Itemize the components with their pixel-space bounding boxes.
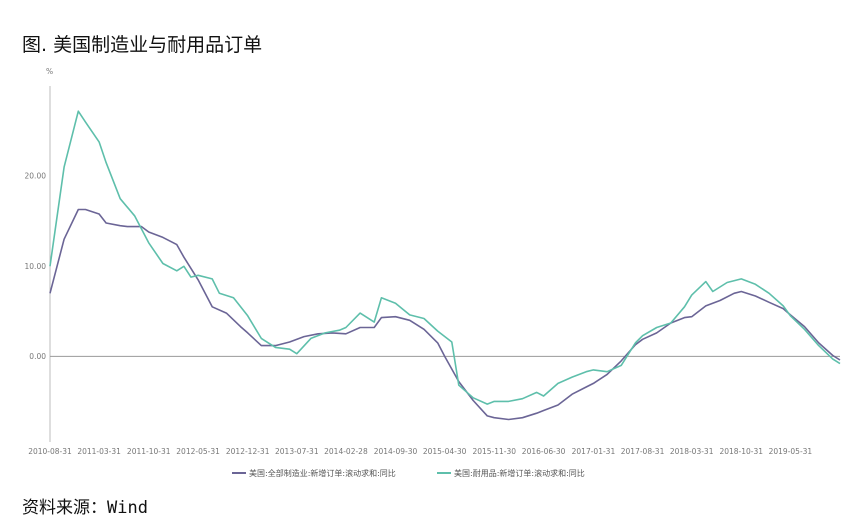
legend-label-1: 美国:全部制造业:新增订单:滚动求和:同比 xyxy=(249,468,396,478)
x-tick-label: 2019-05-31 xyxy=(769,447,813,456)
source-note: 资料来源：Wind xyxy=(22,498,148,518)
x-tick-label: 2011-10-31 xyxy=(127,447,171,456)
y-axis-ticks: 20.00 10.00 0.00 xyxy=(25,172,47,361)
x-tick-label: 2013-07-31 xyxy=(275,447,319,456)
x-tick-label: 2012-12-31 xyxy=(226,447,270,456)
x-tick-label: 2017-08-31 xyxy=(621,447,665,456)
x-tick-label: 2015-04-30 xyxy=(423,447,467,456)
y-tick-label: 20.00 xyxy=(25,172,47,181)
x-tick-label: 2017-01-31 xyxy=(572,447,616,456)
y-tick-label: 10.00 xyxy=(25,262,47,271)
page-title: 图. 美国制造业与耐用品订单 xyxy=(22,34,263,56)
x-axis-ticks: 2010-08-31 2011-03-31 2011-10-31 2012-05-31… xyxy=(28,447,812,456)
x-tick-label: 2010-08-31 xyxy=(28,447,72,456)
x-tick-label: 2012-05-31 xyxy=(176,447,220,456)
legend-label-2: 美国:耐用品:新增订单:滚动求和:同比 xyxy=(454,468,585,478)
x-tick-label: 2016-06-30 xyxy=(522,447,566,456)
x-tick-label: 2015-11-30 xyxy=(472,447,516,456)
x-tick-label: 2014-09-30 xyxy=(374,447,418,456)
y-axis-unit-label: % xyxy=(46,67,53,76)
series-line-1 xyxy=(49,208,841,421)
x-tick-label: 2014-02-28 xyxy=(324,447,368,456)
y-tick-label: 0.00 xyxy=(29,352,46,361)
x-tick-label: 2011-03-31 xyxy=(77,447,121,456)
series-lines xyxy=(49,110,841,421)
series-line-2 xyxy=(49,110,841,405)
x-tick-label: 2018-10-31 xyxy=(719,447,763,456)
x-tick-label: 2018-03-31 xyxy=(670,447,714,456)
legend: 美国:全部制造业:新增订单:滚动求和:同比 美国:耐用品:新增订单:滚动求和:同比 xyxy=(232,468,585,478)
